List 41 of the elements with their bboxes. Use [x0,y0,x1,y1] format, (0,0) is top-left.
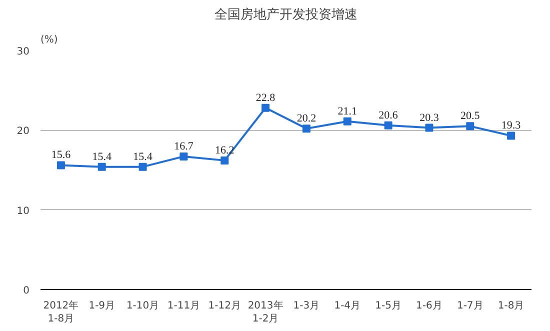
point [425,124,434,132]
point [507,132,516,140]
x-tick-label: 1-11月 [167,300,200,312]
data-label: 15.4 [92,150,112,163]
point [262,104,270,112]
point [343,117,352,126]
data-label: 20.5 [460,110,480,122]
x-tick-label: 2012年 1-8月 [43,300,79,325]
x-tick-label: 1-5月 [375,300,402,312]
point [56,161,65,170]
data-label: 16.7 [174,140,194,152]
x-tick-label: 1-3月 [293,300,320,312]
point [138,162,147,171]
x-tick-label: 1-12月 [208,300,241,312]
x-tick-label: 1-10月 [126,300,160,312]
x-tick-label: 1-9月 [88,300,116,312]
data-label: 21.1 [338,105,357,118]
y-tick-label: 10 [16,206,30,217]
point [384,121,392,130]
point [302,124,310,133]
y-tick-label: 0 [23,286,30,296]
y-axis-title: (%) [40,34,58,46]
y-tick-label: 30 [16,46,30,58]
data-label: 20.6 [378,109,398,122]
x-tick-label: 1-7月 [456,300,484,312]
x-tick-label: 2013年 1-2月 [248,300,284,325]
data-label: 15.4 [133,150,153,163]
data-label: 20.3 [420,112,440,124]
x-tick-label: 1-4月 [334,300,361,312]
point [180,152,188,160]
x-tick-label: 1-8月 [498,300,524,312]
x-tick-label: 1-6月 [416,300,442,312]
chart-title: 全国房地产开发投资增速 [214,6,358,22]
data-label: 15.6 [51,149,72,162]
point [220,156,229,164]
point [466,122,474,130]
y-tick-label: 20 [16,126,30,138]
point [98,162,106,171]
data-label: 20.2 [296,112,316,125]
data-label: 22.8 [256,92,276,104]
data-label: 19.3 [501,120,522,132]
